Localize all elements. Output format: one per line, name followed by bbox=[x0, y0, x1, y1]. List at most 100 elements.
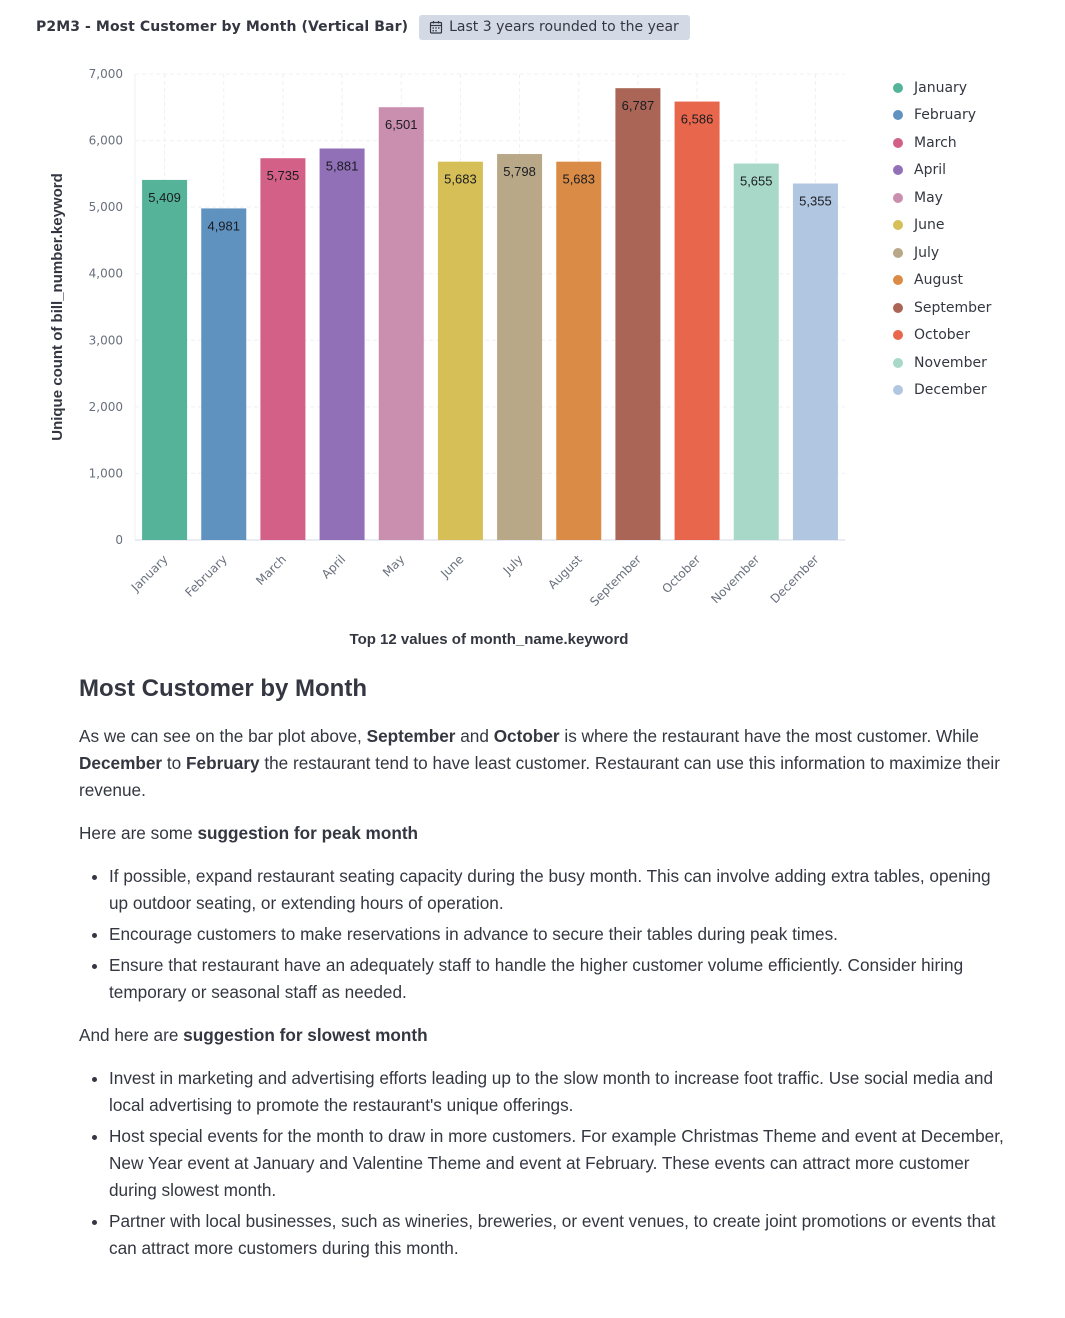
legend-color-dot bbox=[893, 82, 903, 93]
legend-item-august[interactable]: August bbox=[893, 266, 991, 294]
list-item: If possible, expand restaurant seating c… bbox=[109, 863, 1009, 917]
legend-item-april[interactable]: April bbox=[893, 156, 991, 184]
legend-item-june[interactable]: June bbox=[893, 211, 991, 239]
legend-label: October bbox=[914, 327, 971, 343]
y-tick-label: 4,000 bbox=[89, 267, 123, 281]
bar-value-label: 6,586 bbox=[681, 112, 714, 127]
x-tick-label: December bbox=[768, 552, 822, 606]
list-item: Invest in marketing and advertising effo… bbox=[109, 1065, 1009, 1119]
bar-value-label: 6,501 bbox=[385, 117, 418, 132]
legend-label: February bbox=[914, 107, 977, 123]
x-tick-label: November bbox=[708, 552, 762, 606]
legend-item-october[interactable]: October bbox=[893, 321, 991, 349]
bar-june bbox=[437, 161, 483, 541]
bar-march bbox=[260, 158, 306, 540]
legend-item-september[interactable]: September bbox=[893, 294, 991, 321]
bar-july bbox=[497, 154, 543, 540]
y-tick-label: 5,000 bbox=[89, 200, 123, 214]
y-tick-label: 6,000 bbox=[89, 134, 123, 148]
bar-value-label: 5,355 bbox=[799, 194, 832, 209]
peak-intro-paragraph: Here are some suggestion for peak month bbox=[79, 823, 419, 843]
legend-label: May bbox=[914, 189, 943, 206]
bar-september bbox=[615, 88, 661, 540]
bar-april bbox=[319, 148, 365, 541]
calendar-icon bbox=[430, 21, 443, 34]
bar-value-label: 5,409 bbox=[148, 190, 181, 205]
y-tick-label: 3,000 bbox=[89, 333, 123, 347]
x-axis-title: Top 12 values of month_name.keyword bbox=[350, 631, 629, 648]
x-tick-label: August bbox=[545, 552, 585, 592]
y-tick-label: 2,000 bbox=[89, 400, 123, 414]
slow-suggestion-list: Invest in marketing and advertising effo… bbox=[79, 1065, 1009, 1262]
legend-color-dot bbox=[893, 302, 903, 313]
legend-item-march[interactable]: March bbox=[893, 129, 991, 156]
bar-value-label: 5,655 bbox=[740, 174, 773, 189]
bar-november bbox=[733, 163, 779, 540]
list-item: Host special events for the month to dra… bbox=[109, 1123, 1009, 1204]
legend-label: November bbox=[914, 354, 987, 371]
legend-item-november[interactable]: November bbox=[893, 349, 991, 376]
legend-label: March bbox=[914, 134, 957, 151]
list-item: Encourage customers to make reservations… bbox=[109, 921, 1009, 948]
legend-label: September bbox=[914, 299, 992, 316]
bar-value-label: 6,787 bbox=[622, 98, 655, 113]
bar-value-label: 5,735 bbox=[267, 168, 300, 183]
bar-february bbox=[201, 208, 247, 540]
chart-legend: January February March April May June July Augu… bbox=[893, 74, 991, 404]
markdown-heading: Most Customer by Month bbox=[79, 675, 367, 702]
bar-january bbox=[142, 179, 188, 540]
bar-may bbox=[378, 107, 424, 540]
bar-august bbox=[556, 161, 602, 541]
markdown-panel: Most Customer by Month As we can see on … bbox=[79, 672, 1009, 1278]
y-tick-label: 0 bbox=[115, 533, 123, 547]
panel-title: P2M3 - Most Customer by Month (Vertical … bbox=[36, 19, 409, 35]
legend-item-january[interactable]: January bbox=[893, 74, 991, 101]
legend-color-dot bbox=[893, 192, 903, 203]
legend-color-dot bbox=[893, 110, 903, 120]
x-tick-label: May bbox=[380, 552, 407, 579]
bar-chart: 0 1,000 2,000 3,000 4,000 5,000 6,000 7,000 5,40… bbox=[49, 67, 845, 648]
x-tick-label: September bbox=[587, 552, 644, 609]
x-tick-label: April bbox=[319, 552, 348, 581]
legend-label: December bbox=[914, 382, 987, 398]
legend-color-dot bbox=[893, 220, 903, 230]
x-tick-label: June bbox=[437, 552, 466, 581]
legend-item-may[interactable]: May bbox=[893, 184, 991, 211]
bar-value-label: 5,683 bbox=[444, 172, 477, 187]
bar-value-label: 5,881 bbox=[326, 158, 359, 173]
legend-color-dot bbox=[893, 385, 903, 395]
legend-color-dot bbox=[893, 330, 903, 340]
bar-value-label: 5,798 bbox=[503, 164, 536, 179]
bar-value-label: 4,981 bbox=[207, 218, 240, 233]
peak-suggestion-list: If possible, expand restaurant seating c… bbox=[79, 863, 1009, 1006]
legend-color-dot bbox=[893, 247, 903, 258]
legend-item-february[interactable]: February bbox=[893, 101, 991, 129]
legend-color-dot bbox=[893, 357, 903, 368]
legend-item-july[interactable]: July bbox=[893, 239, 991, 266]
legend-color-dot bbox=[893, 275, 903, 285]
legend-color-dot bbox=[893, 165, 903, 175]
time-range-badge[interactable]: Last 3 years rounded to the year bbox=[419, 14, 690, 40]
time-range-label: Last 3 years rounded to the year bbox=[449, 19, 679, 35]
x-tick-label: January bbox=[128, 552, 171, 595]
y-axis-title: Unique count of bill_number.keyword bbox=[49, 173, 66, 441]
legend-label: April bbox=[914, 162, 946, 178]
slow-intro-paragraph: And here are suggestion for slowest mont… bbox=[79, 1025, 428, 1045]
list-item: Partner with local businesses, such as w… bbox=[109, 1208, 1009, 1262]
x-tick-label: February bbox=[182, 552, 230, 600]
x-tick-label: March bbox=[253, 552, 289, 588]
legend-label: June bbox=[914, 217, 945, 233]
legend-label: July bbox=[914, 244, 940, 261]
bar-value-label: 5,683 bbox=[562, 172, 595, 187]
y-tick-label: 7,000 bbox=[89, 67, 123, 81]
panel-header: P2M3 - Most Customer by Month (Vertical … bbox=[36, 14, 690, 40]
legend-item-december[interactable]: December bbox=[893, 376, 991, 404]
list-item: Ensure that restaurant have an adequatel… bbox=[109, 952, 1009, 1006]
legend-label: January bbox=[914, 79, 968, 96]
summary-paragraph: As we can see on the bar plot above, Sep… bbox=[79, 726, 1000, 800]
legend-label: August bbox=[914, 272, 963, 288]
y-tick-label: 1,000 bbox=[89, 466, 123, 480]
legend-color-dot bbox=[893, 137, 903, 148]
bar-october bbox=[674, 101, 720, 540]
bar-december bbox=[792, 183, 838, 540]
